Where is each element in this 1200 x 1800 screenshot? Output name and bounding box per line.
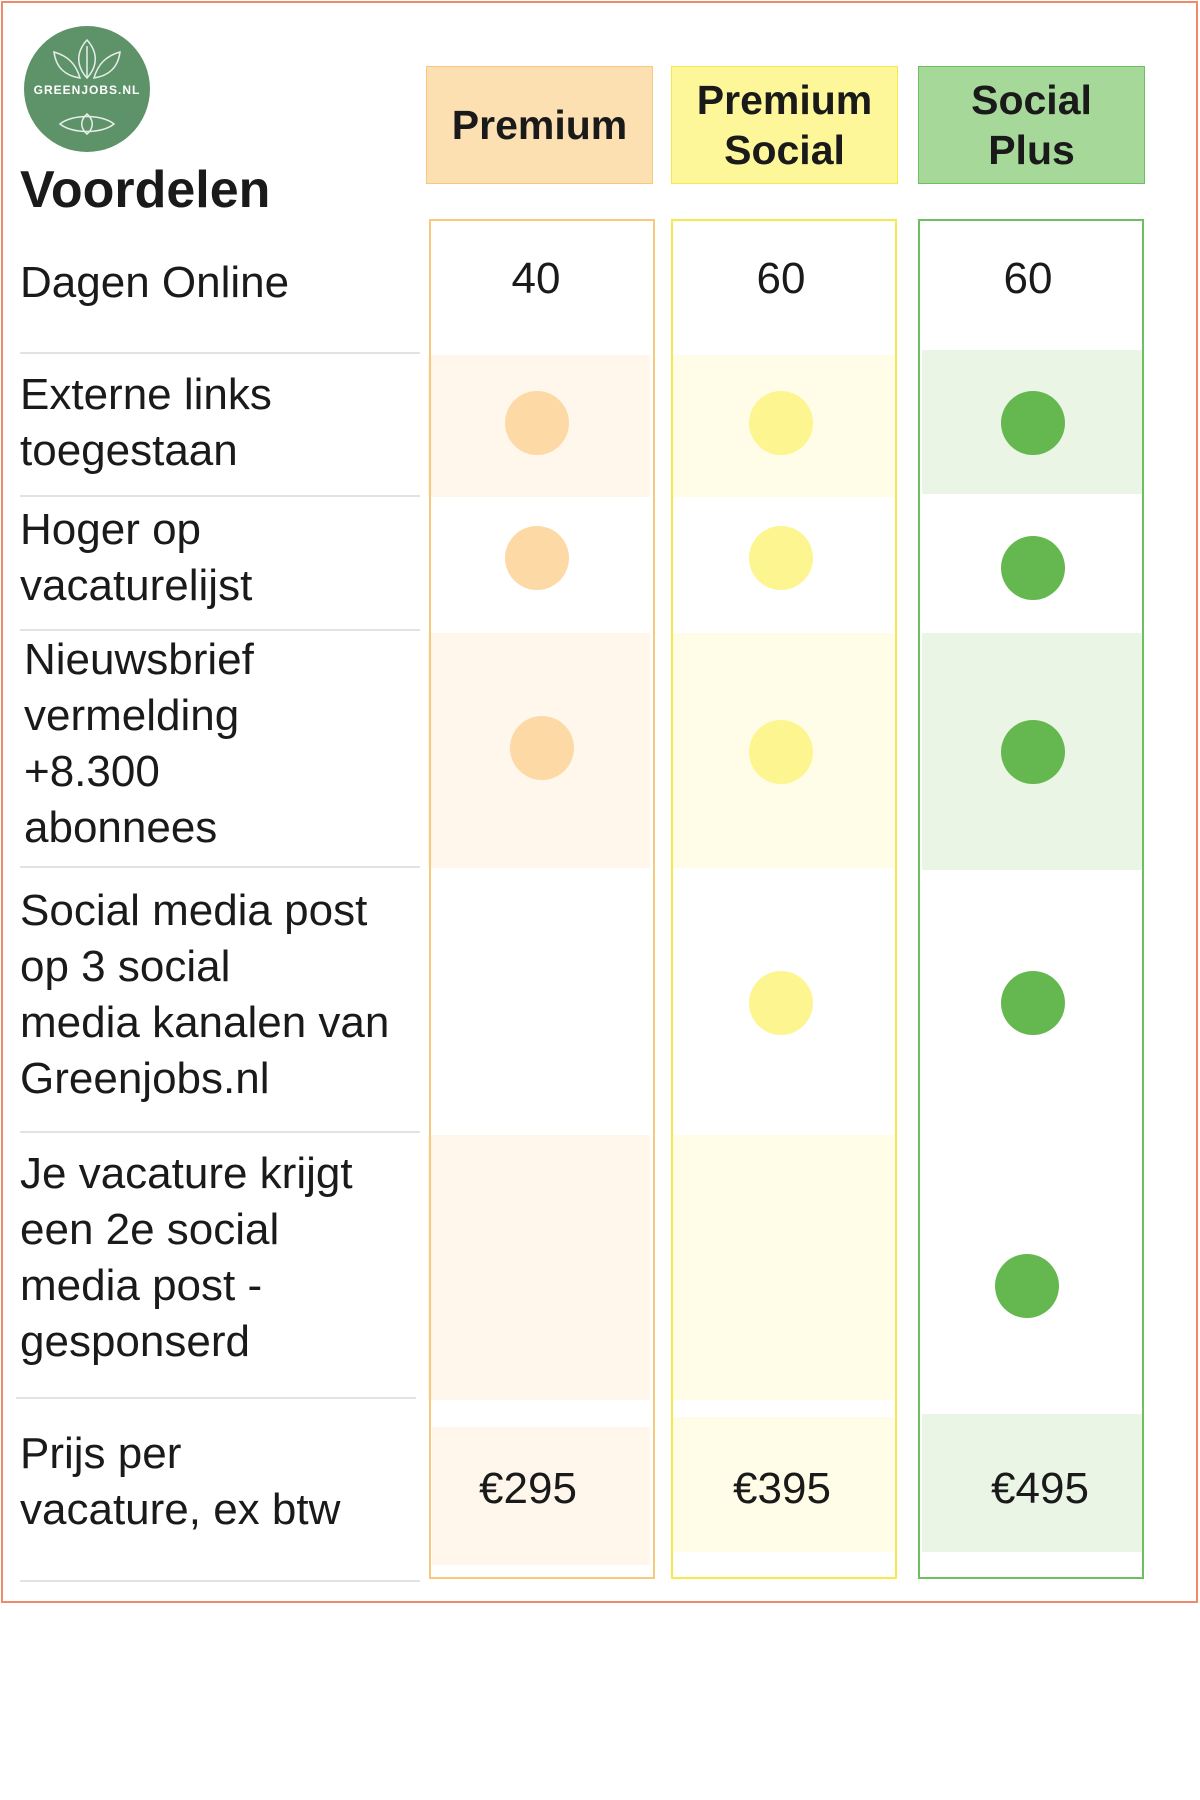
column-premium bbox=[429, 219, 655, 1579]
feature-label: Je vacature krijgt bbox=[20, 1149, 353, 1198]
plan-name: Premium bbox=[451, 102, 628, 148]
check-dot-icon bbox=[1001, 536, 1065, 600]
logo-text: GREENJOBS.NL bbox=[33, 83, 141, 97]
days-online-premium: 40 bbox=[511, 254, 561, 303]
feature-label: Dagen Online bbox=[20, 258, 290, 307]
feature-label: Externe links bbox=[20, 370, 272, 419]
feature-price: Prijs per vacature, ex btw bbox=[20, 1426, 340, 1538]
row-divider bbox=[20, 629, 420, 631]
check-dot-icon bbox=[510, 716, 574, 780]
row-shade bbox=[922, 1414, 1142, 1552]
feature-label: Nieuwsbrief bbox=[24, 635, 254, 684]
row-shade bbox=[672, 1417, 894, 1552]
check-dot-icon bbox=[1001, 720, 1065, 784]
row-shade bbox=[672, 1135, 894, 1400]
column-premium-social bbox=[671, 219, 897, 1579]
row-shade bbox=[432, 1427, 650, 1565]
feature-label: vacaturelijst bbox=[20, 561, 253, 610]
days-online-premium-social: 60 bbox=[756, 254, 806, 303]
check-dot-icon bbox=[749, 391, 813, 455]
days-online-social-plus: 60 bbox=[1003, 254, 1053, 303]
row-divider bbox=[16, 1397, 416, 1399]
row-divider bbox=[20, 1131, 420, 1133]
feature-label: Greenjobs.nl bbox=[20, 1054, 270, 1103]
greenjobs-logo: GREENJOBS.NL bbox=[24, 26, 150, 152]
feature-label: Prijs per bbox=[20, 1429, 182, 1478]
feature-label: op 3 social bbox=[20, 942, 231, 991]
feature-external-links: Externe links toegestaan bbox=[20, 367, 272, 479]
plan-header-premium: Premium bbox=[426, 66, 653, 184]
feature-newsletter: Nieuwsbrief vermelding +8.300 abonnees bbox=[24, 632, 254, 856]
check-dot-icon bbox=[505, 391, 569, 455]
price-premium-social: €395 bbox=[733, 1464, 831, 1513]
plan-name-line2: Plus bbox=[988, 127, 1075, 173]
plan-header-social-plus: Social Plus bbox=[918, 66, 1145, 184]
plan-name: Social bbox=[971, 77, 1092, 123]
price-social-plus: €495 bbox=[991, 1464, 1089, 1513]
check-dot-icon bbox=[749, 526, 813, 590]
column-social-plus bbox=[918, 219, 1144, 1579]
feature-label: media post - bbox=[20, 1261, 263, 1310]
feature-label: Social media post bbox=[20, 886, 368, 935]
page-title: Voordelen bbox=[20, 161, 271, 219]
feature-label: toegestaan bbox=[20, 426, 238, 475]
feature-label: een 2e social bbox=[20, 1205, 280, 1254]
feature-label: gesponserd bbox=[20, 1317, 250, 1366]
feature-label: +8.300 bbox=[24, 747, 160, 796]
feature-label: abonnees bbox=[24, 803, 218, 852]
check-dot-icon bbox=[1001, 971, 1065, 1035]
row-divider bbox=[20, 866, 420, 868]
feature-label: vermelding bbox=[24, 691, 240, 740]
check-dot-icon bbox=[505, 526, 569, 590]
price-premium: €295 bbox=[479, 1464, 577, 1513]
row-shade bbox=[428, 1135, 650, 1400]
feature-higher-on-list: Hoger op vacaturelijst bbox=[20, 502, 252, 614]
check-dot-icon bbox=[1001, 391, 1065, 455]
feature-days-online: Dagen Online bbox=[20, 255, 289, 311]
feature-label: Hoger op bbox=[20, 505, 202, 554]
feature-social-media-post: Social media post op 3 social media kana… bbox=[20, 883, 389, 1107]
row-divider bbox=[20, 1580, 420, 1582]
row-divider bbox=[20, 495, 420, 497]
feature-label: media kanalen van bbox=[20, 998, 390, 1047]
feature-label: vacature, ex btw bbox=[20, 1485, 341, 1534]
check-dot-icon bbox=[749, 720, 813, 784]
plan-name: Premium bbox=[696, 77, 873, 123]
plan-name-line2: Social bbox=[724, 127, 845, 173]
plan-header-premium-social: Premium Social bbox=[671, 66, 898, 184]
comparison-frame bbox=[1, 1, 1198, 1603]
row-divider bbox=[20, 352, 420, 354]
check-dot-icon bbox=[995, 1254, 1059, 1318]
leaf-icon bbox=[53, 38, 121, 135]
feature-second-post: Je vacature krijgt een 2e social media p… bbox=[20, 1146, 353, 1370]
check-dot-icon bbox=[749, 971, 813, 1035]
